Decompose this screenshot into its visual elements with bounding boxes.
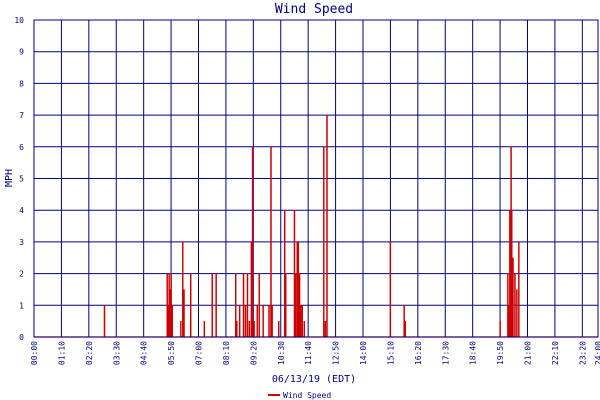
x-tick-label: 16:20	[414, 341, 423, 365]
x-tick-label: 14:00	[359, 341, 368, 365]
x-tick-label: 00:00	[30, 341, 39, 365]
legend: Wind Speed	[268, 391, 331, 400]
y-tick-label: 5	[19, 175, 24, 184]
x-tick-label: 15:10	[386, 341, 395, 365]
y-tick-label: 7	[19, 111, 24, 120]
x-tick-label: 07:00	[195, 341, 204, 365]
x-tick-label: 02:20	[85, 341, 94, 365]
chart-series-layer	[34, 115, 598, 338]
y-tick-label: 0	[19, 333, 24, 342]
x-tick-label: 03:30	[112, 341, 121, 365]
y-tick-label: 6	[19, 143, 24, 152]
x-tick-label: 23:20	[578, 341, 587, 365]
x-tick-label: 19:50	[496, 341, 505, 365]
x-tick-label: 04:40	[140, 341, 149, 365]
x-tick-label: 18:40	[469, 341, 478, 365]
y-axis-label: MPH	[4, 169, 15, 187]
x-axis-ticks: 00:00 01:10 02:20 03:30 04:40 05:50 07:00 08:10…	[30, 341, 600, 365]
plot-frame	[33, 19, 599, 338]
x-tick-label: 09:20	[249, 341, 258, 365]
x-axis-label: 06/13/19 (EDT)	[272, 374, 356, 385]
x-tick-label: 21:00	[524, 341, 533, 365]
legend-label-wind-speed: Wind Speed	[283, 391, 331, 400]
x-tick-label: 22:10	[551, 341, 560, 365]
x-tick-label: 11:40	[304, 341, 313, 365]
y-tick-label: 10	[14, 16, 24, 25]
x-tick-label: 24:00	[594, 341, 600, 365]
x-tick-label: 12:50	[332, 341, 341, 365]
x-tick-label: 17:30	[441, 341, 450, 365]
y-tick-label: 1	[19, 301, 24, 310]
y-tick-label: 9	[19, 48, 24, 57]
y-tick-label: 2	[19, 270, 24, 279]
chart-title: Wind Speed	[275, 2, 353, 17]
x-tick-label: 01:10	[57, 341, 66, 365]
y-tick-label: 3	[19, 238, 24, 247]
x-tick-label: 08:10	[222, 341, 231, 365]
x-tick-label: 05:50	[167, 341, 176, 365]
y-tick-label: 4	[19, 206, 24, 215]
x-tick-label: 10:30	[277, 341, 286, 365]
y-axis-ticks: 0 1 2 3 4 5 6 7 8 9 10	[14, 16, 24, 342]
y-tick-label: 8	[19, 79, 24, 88]
